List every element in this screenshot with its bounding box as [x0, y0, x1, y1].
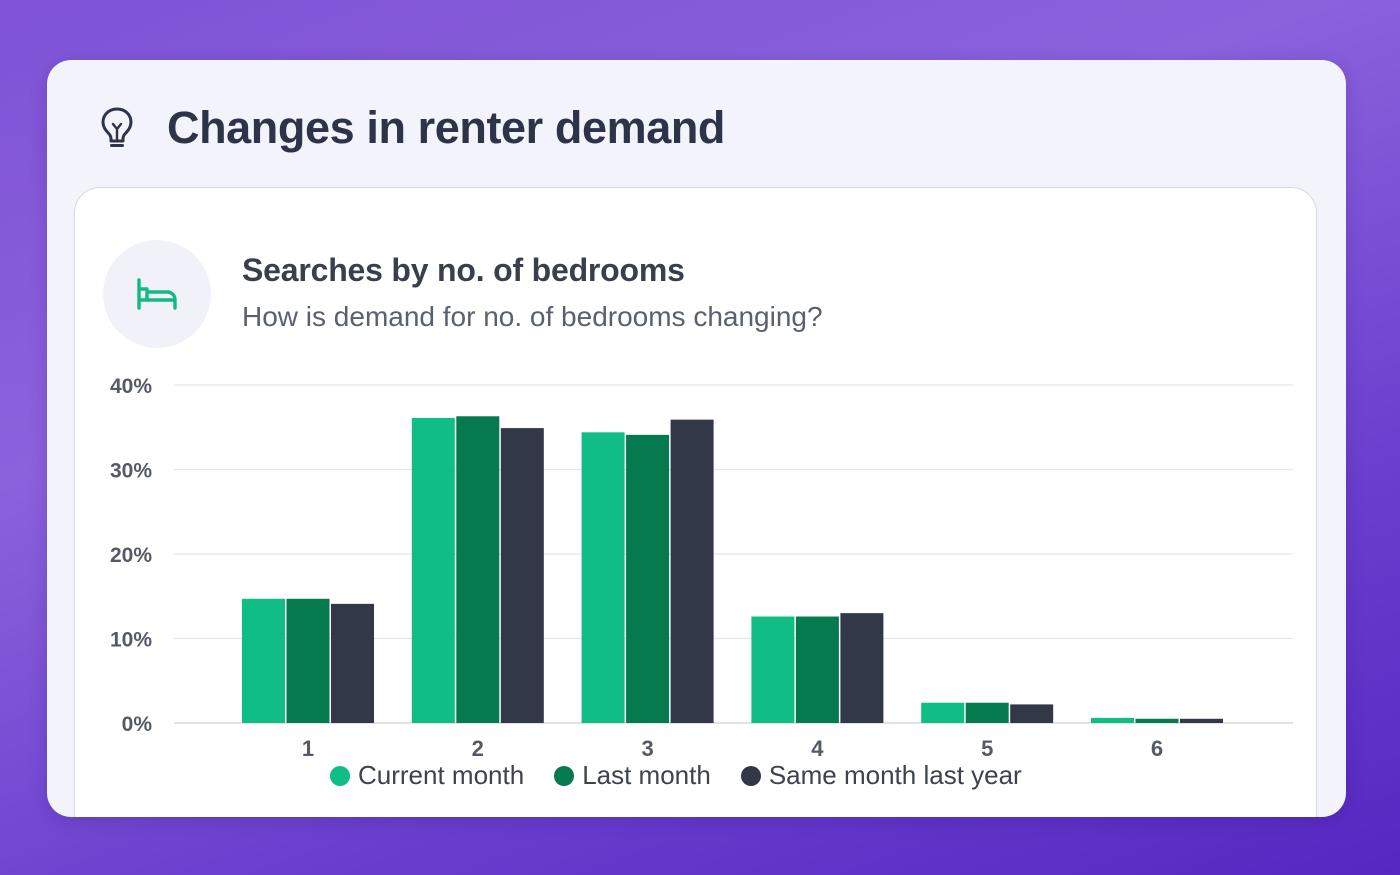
- legend-item: Last month: [554, 760, 711, 791]
- chart-card: Searches by no. of bedrooms How is deman…: [74, 187, 1317, 817]
- y-tick-label: 30%: [110, 460, 152, 483]
- bar-same-month-last-year: [840, 613, 884, 723]
- legend-item: Same month last year: [740, 760, 1022, 791]
- bar-current-month: [242, 598, 285, 723]
- bar-same-month-last-year: [670, 419, 714, 723]
- legend-item: Current month: [330, 760, 524, 791]
- chart-subtitle: How is demand for no. of bedrooms changi…: [242, 301, 823, 332]
- bar-same-month-last-year: [331, 603, 374, 723]
- chart-title: Searches by no. of bedrooms: [242, 252, 685, 288]
- lightbulb-icon: [101, 107, 133, 147]
- bar-last-month: [286, 598, 330, 723]
- x-tick-label: 1: [302, 736, 314, 761]
- legend-dot: [330, 765, 350, 786]
- bar-same-month-last-year: [500, 428, 544, 723]
- bar-last-month: [626, 434, 670, 723]
- legend-dot: [740, 765, 761, 786]
- bar-current-month: [1091, 717, 1134, 723]
- x-tick-label: 6: [1151, 736, 1163, 761]
- legend-dot: [554, 765, 575, 786]
- x-tick-label: 2: [472, 736, 484, 761]
- page-title: Changes in renter demand: [167, 102, 726, 153]
- legend-label: Last month: [582, 760, 711, 790]
- y-tick-label: 20%: [110, 544, 152, 567]
- legend-label: Current month: [358, 760, 525, 790]
- bed-icon: [137, 278, 177, 310]
- renter-demand-card: Changes in renter demand Searches by no.…: [47, 60, 1346, 817]
- bed-badge: [103, 240, 211, 348]
- legend-label: Same month last year: [768, 760, 1022, 790]
- bar-chart: 0% 10% 20% 30% 40% 1 2 3 4 5 6: [110, 375, 1293, 761]
- x-tick-label: 5: [981, 736, 993, 761]
- bar-same-month-last-year: [1010, 704, 1054, 723]
- bar-current-month: [921, 702, 965, 723]
- bar-last-month: [456, 416, 500, 723]
- y-tick-label: 0%: [122, 713, 153, 736]
- x-tick-label: 3: [641, 736, 653, 761]
- bar-current-month: [581, 432, 625, 723]
- bar-current-month: [411, 417, 455, 723]
- chart-legend: Current month Last month Same month last y…: [330, 760, 1022, 791]
- y-tick-label: 40%: [110, 375, 152, 398]
- bar-current-month: [751, 616, 795, 723]
- bar-last-month: [795, 616, 839, 723]
- card-header: Changes in renter demand: [99, 100, 725, 156]
- bar-same-month-last-year: [1180, 718, 1223, 723]
- bar-last-month: [1135, 718, 1179, 723]
- y-tick-label: 10%: [110, 629, 152, 652]
- bar-last-month: [965, 702, 1009, 723]
- x-tick-label: 4: [811, 736, 824, 761]
